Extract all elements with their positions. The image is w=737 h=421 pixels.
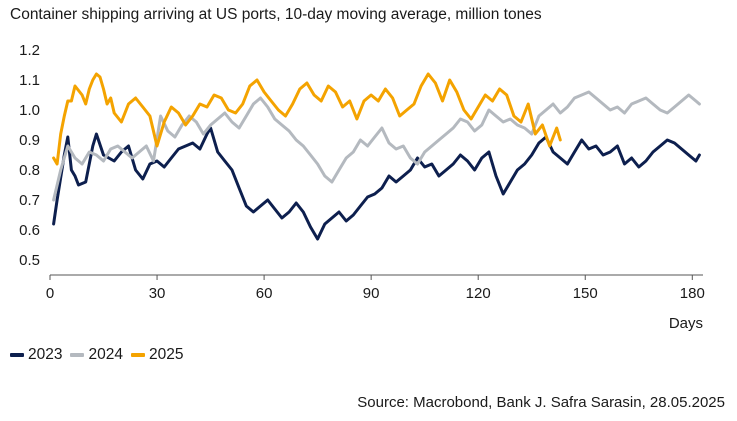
legend-label: 2025 [148, 346, 184, 363]
y-tick-label: 0.9 [19, 132, 40, 149]
y-tick-label: 1.0 [19, 102, 40, 119]
x-tick-label: 30 [149, 285, 166, 302]
x-tick-label: 60 [256, 285, 273, 302]
y-tick-label: 1.2 [19, 42, 40, 59]
series-group [52, 72, 701, 241]
legend-swatch [10, 353, 24, 357]
chart-title: Container shipping arriving at US ports,… [10, 6, 542, 23]
x-axis-label: Days [669, 315, 703, 332]
x-tick-label: 180 [680, 285, 705, 302]
legend-item-2025: 2025 [130, 346, 184, 364]
series-line-2025 [52, 72, 562, 166]
legend-swatch [130, 353, 145, 357]
x-tick-label: 0 [46, 285, 54, 302]
legend-label: 2024 [88, 346, 123, 363]
y-tick-label: 0.5 [19, 252, 40, 269]
x-tick-label: 150 [573, 285, 598, 302]
y-tick-label: 1.1 [19, 72, 40, 89]
series-line-2024 [52, 90, 701, 202]
x-tick-label: 120 [466, 285, 491, 302]
x-tick-label: 90 [363, 285, 380, 302]
series-line-2023 [52, 126, 701, 241]
y-tick-label: 0.6 [19, 222, 40, 239]
y-tick-label: 0.8 [19, 162, 40, 179]
legend-label: 2023 [28, 346, 63, 363]
axes: 0 30 60 90 120 150 180 0.5 0.6 0.7 0.8 0.9 1.0 1.1 1.2 [19, 42, 705, 302]
legend: 2023 2024 2025 [10, 346, 183, 364]
y-tick-label: 0.7 [19, 192, 40, 209]
legend-swatch [70, 353, 85, 357]
source-note: Source: Macrobond, Bank J. Safra Sarasin… [357, 394, 725, 411]
legend-item-2023: 2023 [10, 346, 62, 364]
legend-item-2024: 2024 [70, 346, 123, 364]
